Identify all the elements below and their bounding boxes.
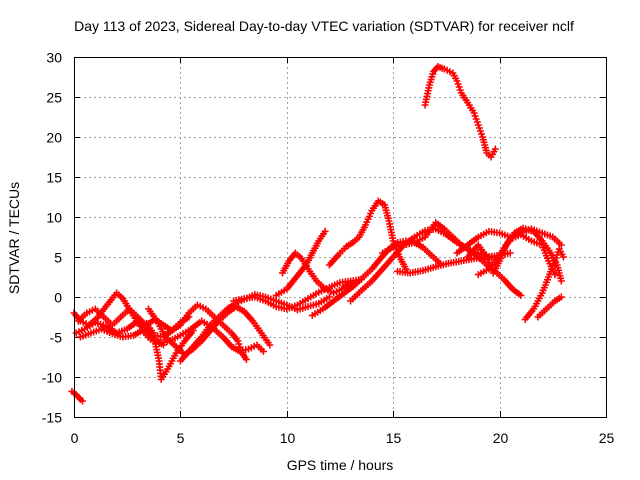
series-markers xyxy=(534,293,565,321)
x-tick-label: 25 xyxy=(599,430,615,446)
plot-frame xyxy=(74,57,607,418)
y-tick-label: 30 xyxy=(46,50,62,66)
y-axis-label: SDTVAR / TECUs xyxy=(6,182,22,294)
series-markers xyxy=(272,227,329,299)
y-tick-label: 5 xyxy=(54,250,62,266)
series-arc-04 xyxy=(74,305,197,383)
y-tick-label: -15 xyxy=(42,410,62,426)
series-markers xyxy=(474,231,559,279)
x-tick-label: 0 xyxy=(71,430,79,446)
series-markers xyxy=(74,305,197,383)
series-arc-17 xyxy=(421,63,499,161)
y-tick-label: 25 xyxy=(46,90,62,106)
y-tick-label: 20 xyxy=(46,130,62,146)
y-tick-label: 0 xyxy=(54,290,62,306)
series-arc-10 xyxy=(272,227,329,299)
series-markers xyxy=(279,249,355,297)
x-axis-label: GPS time / hours xyxy=(287,457,394,473)
series-arc-20 xyxy=(474,231,559,279)
axis-ticks: 0 5 10 15 20 25 -15 -10 -5 0 5 10 15 20 25 30 xyxy=(42,50,615,447)
series-arc-13 xyxy=(325,197,410,273)
series-markers xyxy=(421,63,499,161)
x-tick-label: 15 xyxy=(386,430,402,446)
series-arc-11 xyxy=(279,249,355,297)
y-tick-label: 10 xyxy=(46,210,62,226)
series-arc-01 xyxy=(68,387,86,405)
series-markers xyxy=(325,197,410,273)
x-tick-label: 10 xyxy=(280,430,296,446)
chart-title: Day 113 of 2023, Sidereal Day-to-day VTE… xyxy=(74,18,574,34)
y-tick-label: -5 xyxy=(50,330,63,346)
series-arc-22 xyxy=(534,293,565,321)
series-markers xyxy=(521,245,567,323)
x-tick-label: 5 xyxy=(177,430,185,446)
series-markers xyxy=(68,387,86,405)
x-tick-label: 20 xyxy=(493,430,509,446)
y-tick-label: -10 xyxy=(42,370,62,386)
series-arc-21 xyxy=(521,245,567,323)
y-tick-label: 15 xyxy=(46,170,62,186)
data-series xyxy=(68,63,567,405)
